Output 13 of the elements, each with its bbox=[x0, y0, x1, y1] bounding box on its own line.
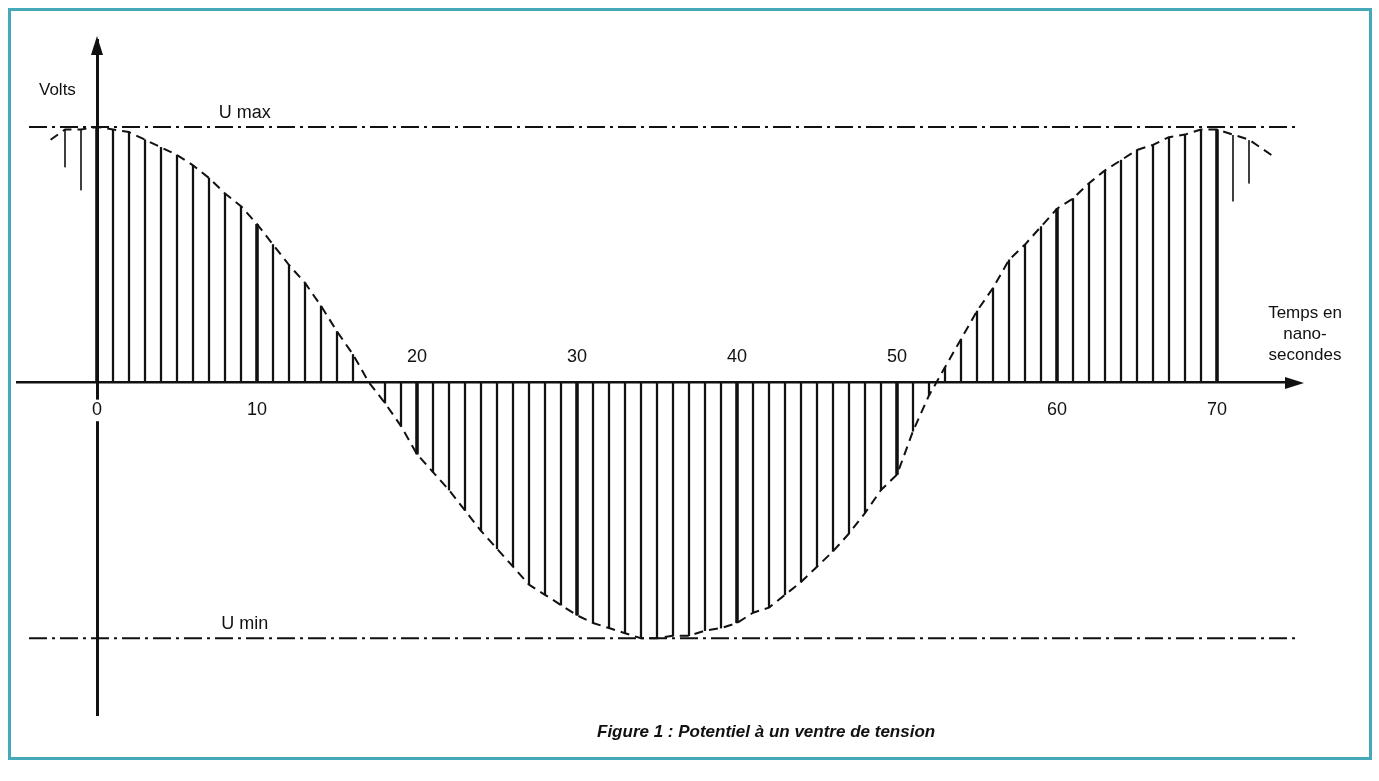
x-tick-label: 70 bbox=[1206, 399, 1228, 420]
ref-line-label: U min bbox=[221, 613, 269, 634]
y-axis-title: Volts bbox=[39, 80, 76, 100]
x-tick-label: 60 bbox=[1046, 399, 1068, 420]
x2-tick-label: 40 bbox=[726, 345, 748, 366]
x2-tick-label: 50 bbox=[886, 345, 908, 366]
x-axis-title: Temps en nano-secondes bbox=[1267, 302, 1343, 365]
x2-tick-label: 30 bbox=[566, 345, 588, 366]
x-tick-label: 10 bbox=[246, 399, 268, 420]
x2-tick-label: 20 bbox=[406, 345, 428, 366]
x-tick-label: 0 bbox=[91, 399, 103, 420]
ref-line-label: U max bbox=[218, 101, 271, 122]
caption: Figure 1 : Potentiel à un ventre de tension bbox=[597, 722, 936, 742]
